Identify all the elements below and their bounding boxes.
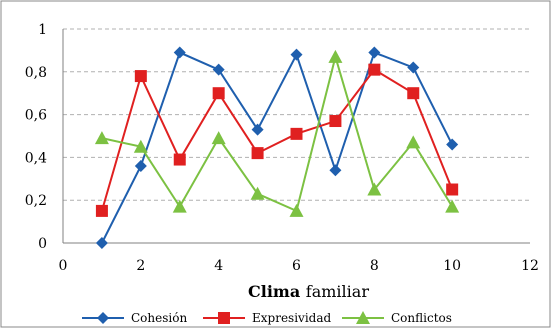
data-point-cohesi-n: [134, 159, 147, 172]
legend-label-conflictos: Conflictos: [391, 311, 452, 325]
data-point-cohesi-n: [95, 237, 108, 249]
data-point-cohesi-n: [407, 61, 420, 74]
data-point-expresividad: [95, 204, 108, 217]
data-point-expresividad: [251, 147, 264, 160]
series-line-expresividad: [100, 68, 454, 212]
legend-marker-cohesi-n: [97, 312, 109, 324]
y-tick-label: 1: [38, 22, 47, 38]
x-tick-label: 0: [59, 258, 68, 274]
data-point-cohesi-n: [290, 48, 303, 61]
data-point-expresividad: [134, 70, 147, 83]
y-tick-label: 0,2: [25, 193, 47, 209]
data-point-conflictos: [133, 139, 148, 153]
data-point-conflictos: [367, 182, 382, 196]
data-point-expresividad: [407, 87, 420, 100]
x-axis-label-bold: Clima: [248, 282, 306, 301]
data-point-cohesi-n: [329, 164, 342, 177]
x-tick-label: 10: [443, 258, 461, 274]
x-axis-label-rest: familiar: [306, 282, 370, 301]
data-point-conflictos: [289, 203, 304, 217]
data-point-cohesi-n: [251, 123, 264, 136]
data-point-conflictos: [94, 131, 109, 145]
x-tick-label: 12: [521, 258, 539, 274]
legend-marker-expresividad: [218, 312, 230, 324]
y-tick-label: 0,4: [25, 150, 47, 166]
data-point-conflictos: [445, 199, 460, 213]
data-point-cohesi-n: [173, 46, 186, 59]
data-point-expresividad: [212, 87, 225, 100]
y-tick-label: 0: [38, 236, 47, 252]
x-tick-label: 4: [214, 258, 223, 274]
data-point-expresividad: [290, 127, 303, 140]
data-point-conflictos: [406, 135, 421, 149]
x-tick-label: 6: [292, 258, 301, 274]
data-point-expresividad: [446, 183, 459, 196]
data-point-expresividad: [173, 153, 186, 166]
series-line-cohesi-n: [101, 51, 454, 244]
data-point-cohesi-n: [212, 63, 225, 76]
x-tick-label: 8: [370, 258, 379, 274]
data-point-expresividad: [368, 63, 381, 76]
data-point-cohesi-n: [446, 138, 459, 151]
x-tick-label: 2: [136, 258, 145, 274]
data-point-conflictos: [211, 131, 226, 145]
data-point-conflictos: [328, 49, 343, 63]
legend-label-cohesi-n: Cohesión: [131, 311, 187, 325]
data-point-conflictos: [250, 186, 265, 200]
y-tick-label: 0,8: [25, 65, 47, 81]
data-point-cohesi-n: [368, 46, 381, 59]
x-axis-label: Clima familiar: [248, 282, 369, 301]
y-tick-label: 0,6: [25, 108, 47, 124]
legend-label-expresividad: Expresividad: [252, 311, 331, 325]
data-point-expresividad: [329, 115, 342, 128]
series-line-conflictos: [101, 53, 454, 213]
legend-marker-conflictos: [356, 311, 370, 324]
data-point-conflictos: [172, 199, 187, 213]
